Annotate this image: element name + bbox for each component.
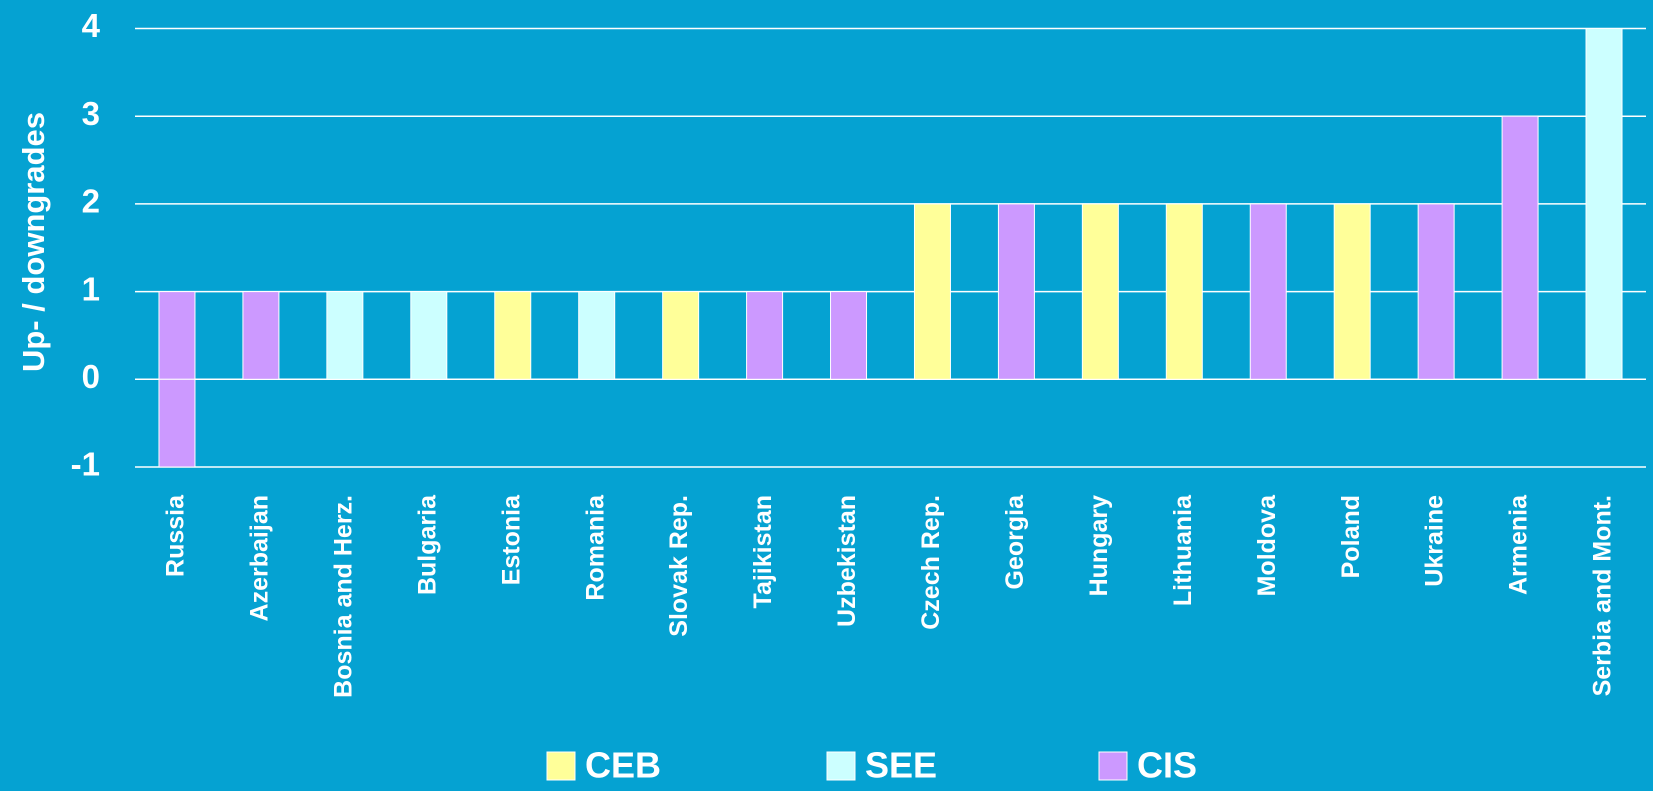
x-tick-label: Armenia bbox=[1505, 494, 1533, 595]
y-axis-label: Up- / downgrades bbox=[16, 112, 51, 372]
bar bbox=[1165, 203, 1203, 380]
x-tick-label: Serbia and Mont. bbox=[1589, 495, 1617, 696]
bar bbox=[158, 291, 196, 380]
x-tick-label: Lithuania bbox=[1169, 494, 1197, 606]
legend-label: SEE bbox=[865, 745, 937, 786]
x-tick-label: Russia bbox=[162, 494, 190, 577]
y-tick-label: 3 bbox=[82, 95, 100, 132]
x-tick-label: Romania bbox=[581, 494, 609, 601]
legend-label: CEB bbox=[585, 745, 661, 786]
bar bbox=[662, 291, 700, 380]
bar bbox=[326, 291, 364, 380]
x-tick-label: Georgia bbox=[1001, 494, 1029, 590]
bar bbox=[410, 291, 448, 380]
bar bbox=[242, 291, 280, 380]
x-tick-label: Poland bbox=[1337, 495, 1365, 578]
x-tick-label: Azerbaijan bbox=[246, 495, 274, 621]
legend-swatch bbox=[826, 751, 856, 781]
x-tick-label: Tajikistan bbox=[749, 495, 777, 608]
x-tick-label: Czech Rep. bbox=[917, 495, 945, 630]
bar bbox=[578, 291, 616, 380]
x-tick-label: Uzbekistan bbox=[833, 495, 861, 627]
bar bbox=[1081, 203, 1119, 380]
legend-swatch bbox=[546, 751, 576, 781]
x-tick-label: Bosnia and Herz. bbox=[329, 495, 357, 698]
bar bbox=[1417, 203, 1455, 380]
bar bbox=[158, 378, 196, 468]
y-tick-label: -1 bbox=[71, 446, 100, 483]
x-tick-label: Hungary bbox=[1085, 495, 1113, 597]
bar bbox=[1249, 203, 1287, 380]
bar bbox=[1585, 28, 1623, 380]
bar bbox=[830, 291, 868, 380]
legend-swatch bbox=[1098, 751, 1128, 781]
y-tick-label: 0 bbox=[82, 358, 100, 395]
y-tick-label: 4 bbox=[82, 7, 101, 44]
x-tick-label: Slovak Rep. bbox=[665, 495, 693, 637]
y-tick-label: 2 bbox=[82, 183, 100, 220]
x-tick-label: Estonia bbox=[497, 494, 525, 585]
bar bbox=[1501, 115, 1539, 380]
legend-label: CIS bbox=[1137, 745, 1197, 786]
bar bbox=[1333, 203, 1371, 380]
x-tick-label: Ukraine bbox=[1421, 495, 1449, 587]
bar bbox=[746, 291, 784, 380]
bar bbox=[913, 203, 951, 380]
bar bbox=[997, 203, 1035, 380]
bar bbox=[494, 291, 532, 380]
x-tick-label: Moldova bbox=[1253, 494, 1281, 596]
x-tick-label: Bulgaria bbox=[413, 494, 441, 595]
y-tick-label: 1 bbox=[82, 270, 100, 307]
